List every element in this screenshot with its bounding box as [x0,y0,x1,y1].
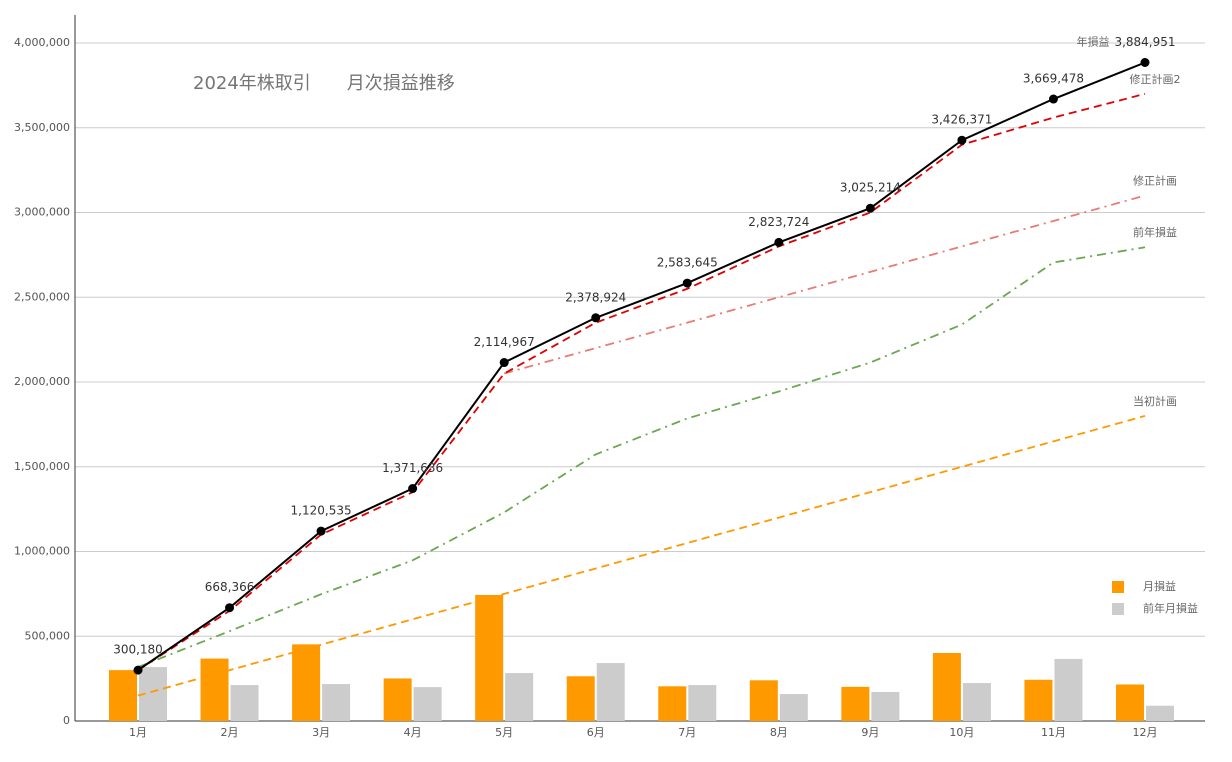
bar [475,595,504,721]
y-tick-label: 0 [63,714,70,727]
point [682,278,692,288]
point [225,603,235,613]
legend-swatch [1112,603,1124,615]
y-tick-label: 3,500,000 [14,121,70,134]
series-label: 年損益 [1077,35,1110,49]
bar [779,694,808,721]
x-tick-label: 10月 [949,726,974,739]
point [408,484,418,494]
y-tick-label: 4,000,000 [14,36,70,49]
data-label: 2,583,645 [657,256,718,270]
x-tick-label: 8月 [770,726,788,739]
y-tick-label: 2,000,000 [14,375,70,388]
y-tick-label: 2,500,000 [14,290,70,303]
chart-title: 2024年株取引 月次損益推移 [193,73,455,94]
bar [1024,679,1053,721]
data-label: 300,180 [113,643,163,657]
bar [841,686,870,721]
bar [383,678,412,721]
data-label: 2,378,924 [565,290,626,304]
series-label: 修正計画 [1133,174,1177,188]
bar [749,680,778,721]
legend-swatch [1112,581,1124,593]
bar [962,683,991,721]
x-tick-label: 3月 [312,726,330,739]
legend-label: 月損益 [1143,579,1176,593]
point [957,135,967,145]
bar [230,685,259,721]
data-label: 3,426,371 [931,113,992,127]
bar [322,684,351,721]
y-tick-label: 3,000,000 [14,206,70,219]
point [1140,58,1150,68]
bar [200,658,229,721]
line-series [503,194,1146,375]
bar [596,663,625,721]
bar [932,653,961,721]
line-series [137,415,1146,697]
bar [688,685,717,721]
data-label: 1,371,636 [382,461,443,475]
bar [1116,684,1144,721]
x-tick-label: 2月 [221,726,239,739]
bar [1054,658,1083,721]
bar [566,676,595,721]
series-label: 当初計画 [1133,394,1177,408]
series-label: 前年損益 [1133,225,1177,239]
bar [1146,705,1174,721]
data-label: 3,669,478 [1023,72,1084,86]
x-tick-label: 6月 [587,726,605,739]
point [591,313,601,323]
x-tick-label: 11月 [1041,726,1066,739]
point [133,665,143,675]
point [499,358,509,368]
x-tick-label: 12月 [1133,726,1158,739]
legend-label: 前年月損益 [1143,601,1198,615]
data-label: 2,823,724 [748,215,809,229]
bar [505,673,534,721]
data-label: 3,884,951 [1114,35,1175,49]
data-label: 668,366 [205,580,255,594]
data-label: 2,114,967 [474,335,535,349]
bar [413,687,442,721]
series-label: 修正計画2 [1130,72,1181,86]
bar [871,692,900,721]
line-series [137,92,1146,671]
point [865,203,875,213]
bar [658,686,687,721]
point [1048,94,1058,104]
x-tick-label: 5月 [495,726,513,739]
point [316,526,326,536]
point [774,237,784,247]
x-tick-label: 4月 [404,726,422,739]
y-tick-label: 1,000,000 [14,545,70,558]
y-tick-label: 1,500,000 [14,460,70,473]
x-tick-label: 7月 [678,726,696,739]
bar [292,644,321,721]
x-tick-label: 9月 [861,726,879,739]
line-series [137,61,1146,671]
bar [109,670,137,721]
data-label: 1,120,535 [291,504,352,518]
y-tick-label: 500,000 [25,629,71,642]
data-label: 3,025,214 [840,181,901,195]
x-tick-label: 1月 [129,726,147,739]
